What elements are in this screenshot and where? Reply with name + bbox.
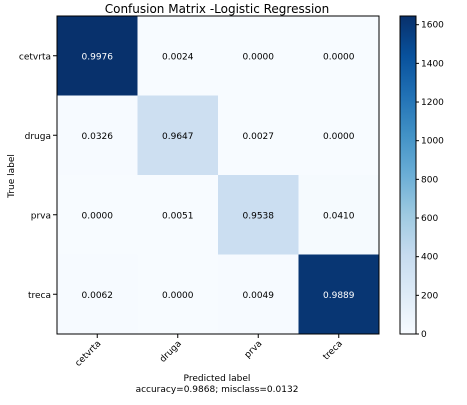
heatmap-cell	[57, 254, 138, 334]
colorbar-tick-label: 1000	[421, 137, 444, 147]
heatmap-cell	[218, 254, 299, 334]
colorbar-tick-label: 1400	[421, 59, 444, 69]
colorbar-ticks: 0 200 400 600 800 1000 1200 1400 1600	[416, 21, 444, 340]
chart-title: Confusion Matrix -Logistic Regression	[105, 2, 330, 16]
heatmap-cell-labels: 0.9976 0.0024 0.0000 0.0000 0.0326 0.9647 0.00…	[82, 52, 355, 301]
cell-value-label: 0.0000	[82, 211, 114, 221]
colorbar-tick-label: 800	[421, 175, 438, 185]
heatmap-cell	[137, 254, 218, 334]
x-axis-summary: accuracy=0.9868; misclass=0.0132	[136, 385, 299, 395]
colorbar-tick-label: 600	[421, 214, 438, 224]
heatmap-cell	[218, 175, 299, 255]
y-axis-label: True label	[7, 154, 17, 199]
colorbar-tick-label: 200	[421, 291, 438, 301]
heatmap-cell	[218, 16, 299, 96]
cell-value-label: 0.0000	[243, 52, 275, 62]
x-tick-label: druga	[158, 339, 184, 365]
heatmap-cell	[298, 95, 379, 175]
y-tick-label: cetvrta	[19, 52, 51, 62]
x-axis-label: Predicted label	[184, 374, 251, 384]
heatmap-cell	[137, 16, 218, 96]
y-axis-ticks: cetvrta druga prva treca	[19, 52, 57, 301]
heatmap-cell	[57, 16, 138, 96]
colorbar	[399, 15, 417, 335]
cell-value-label: 0.0000	[323, 132, 355, 142]
y-tick-label: druga	[25, 132, 51, 142]
cell-value-label: 0.9889	[323, 291, 355, 301]
plot-frame	[56, 15, 380, 335]
cell-value-label: 0.9647	[162, 132, 194, 142]
cell-value-label: 0.0326	[82, 132, 114, 142]
cell-value-label: 0.9538	[243, 211, 275, 221]
colorbar-tick-label: 1600	[421, 21, 444, 31]
heatmap-cell	[298, 254, 379, 334]
cell-value-label: 0.0027	[243, 132, 275, 142]
heatmap-cell	[218, 95, 299, 175]
x-tick-label: cetvrta	[74, 339, 104, 369]
cell-value-label: 0.0049	[243, 291, 275, 301]
x-axis-ticks: cetvrta druga prva treca	[74, 334, 345, 369]
heatmap-cell	[298, 16, 379, 96]
colorbar-tick-label: 400	[421, 253, 438, 263]
y-tick-label: prva	[31, 211, 51, 221]
cell-value-label: 0.0062	[82, 291, 114, 301]
heatmap-cell	[137, 175, 218, 255]
cell-value-label: 0.0410	[323, 211, 355, 221]
cell-value-label: 0.0051	[162, 211, 194, 221]
cell-value-label: 0.0000	[162, 291, 194, 301]
colorbar-tick-label: 1200	[421, 98, 444, 108]
colorbar-tick-label: 0	[421, 330, 427, 340]
heatmap-cells	[57, 16, 379, 334]
heatmap-cell	[137, 95, 218, 175]
cell-value-label: 0.0024	[162, 52, 194, 62]
x-tick-label: prva	[243, 339, 264, 360]
cell-value-label: 0.0000	[323, 52, 355, 62]
heatmap-cell	[298, 175, 379, 255]
heatmap-cell	[57, 175, 138, 255]
heatmap-cell	[57, 95, 138, 175]
y-tick-label: treca	[28, 291, 51, 301]
x-tick-label: treca	[322, 339, 345, 362]
cell-value-label: 0.9976	[82, 52, 114, 62]
